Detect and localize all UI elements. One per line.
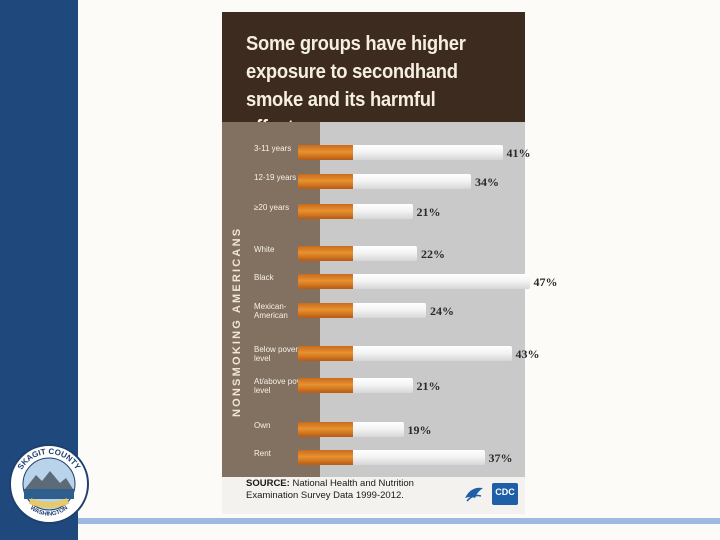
category-label: Rent	[254, 449, 271, 458]
bar-value-label: 43%	[515, 347, 540, 361]
bar-value-label: 41%	[506, 146, 531, 160]
bar	[353, 145, 503, 160]
bar-filter	[298, 422, 353, 437]
bar	[353, 303, 426, 318]
bar-filter	[298, 246, 353, 261]
bar	[353, 274, 530, 289]
infographic-header: Some groups have higher exposure to seco…	[222, 12, 525, 139]
bar-filter	[298, 174, 353, 189]
category-label: 3-11 years	[254, 144, 292, 153]
bar-value-label: 21%	[416, 205, 441, 219]
bar-value-label: 19%	[407, 423, 432, 437]
bar-value-label: 47%	[533, 275, 558, 289]
category-label: ≥20 years	[254, 203, 290, 212]
bar	[353, 174, 471, 189]
y-axis-label: NONSMOKING AMERICANS	[231, 226, 243, 417]
skagit-county-seal-icon: SKAGIT COUNTY WASHINGTON	[9, 444, 89, 524]
bar-filter	[298, 450, 353, 465]
bar-value-label: 37%	[488, 451, 513, 465]
category-label: 12-19 years	[254, 173, 297, 182]
bar-filter	[298, 346, 353, 361]
bar-filter	[298, 303, 353, 318]
category-label: White	[254, 245, 275, 254]
bar-value-label: 22%	[421, 247, 445, 261]
bar-filter	[298, 274, 353, 289]
bar	[353, 450, 485, 465]
cdc-logo-icon: CDC	[492, 483, 518, 505]
bar	[353, 422, 404, 437]
hhs-eagle-icon	[465, 487, 483, 502]
bar-value-label: 21%	[416, 379, 441, 393]
chart-panel: NONSMOKING AMERICANS 3-11 years 41% 12-19 …	[222, 122, 558, 477]
category-label: Black	[254, 273, 274, 282]
bar	[353, 378, 413, 393]
infographic: Some groups have higher exposure to seco…	[222, 12, 558, 514]
category-label: Below poverty level	[254, 345, 305, 363]
category-label: Mexican-American	[254, 302, 288, 320]
bar-value-label: 24%	[430, 304, 454, 318]
bar-filter	[298, 145, 353, 160]
bar	[353, 246, 417, 261]
source-label: SOURCE:	[246, 478, 290, 489]
bar-value-label: 34%	[475, 175, 499, 189]
source-note: SOURCE: National Health and Nutrition Ex…	[246, 478, 456, 502]
category-label: At/above poverty level	[254, 377, 315, 395]
source-text: National Health and Nutrition Examinatio…	[246, 478, 414, 501]
bar	[353, 346, 512, 361]
bar-filter	[298, 204, 353, 219]
bottom-accent-line	[78, 518, 720, 524]
bar-filter	[298, 378, 353, 393]
bar	[353, 204, 413, 219]
category-label: Own	[254, 421, 271, 430]
